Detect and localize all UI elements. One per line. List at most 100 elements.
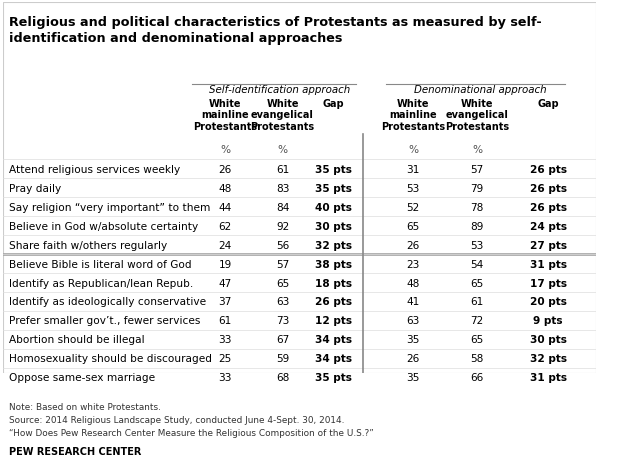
Text: 38 pts: 38 pts [315, 259, 352, 269]
Text: 65: 65 [276, 278, 289, 288]
Text: 54: 54 [470, 259, 484, 269]
Text: 30 pts: 30 pts [315, 221, 352, 231]
Text: 73: 73 [276, 316, 289, 326]
Text: Source: 2014 Religious Landscape Study, conducted June 4-Sept. 30, 2014.: Source: 2014 Religious Landscape Study, … [9, 415, 344, 424]
Text: 26 pts: 26 pts [529, 183, 566, 193]
Text: 26 pts: 26 pts [315, 297, 352, 307]
Text: 24 pts: 24 pts [529, 221, 566, 231]
Text: 65: 65 [470, 278, 484, 288]
Text: 67: 67 [276, 335, 289, 344]
Text: Gap: Gap [323, 98, 344, 108]
Text: 65: 65 [470, 335, 484, 344]
Text: 26 pts: 26 pts [529, 202, 566, 212]
Text: 89: 89 [470, 221, 484, 231]
Text: 56: 56 [276, 240, 289, 250]
Text: Denominational approach: Denominational approach [414, 85, 547, 95]
Text: 12 pts: 12 pts [315, 316, 352, 326]
Text: 66: 66 [470, 373, 484, 383]
Text: 34 pts: 34 pts [315, 335, 352, 344]
Text: %: % [220, 144, 230, 154]
Text: 34 pts: 34 pts [315, 354, 352, 364]
Text: 32 pts: 32 pts [315, 240, 352, 250]
Text: 27 pts: 27 pts [529, 240, 566, 250]
Text: 17 pts: 17 pts [529, 278, 566, 288]
Text: 68: 68 [276, 373, 289, 383]
Text: 52: 52 [406, 202, 420, 212]
Text: Homosexuality should be discouraged: Homosexuality should be discouraged [9, 354, 212, 364]
Text: 92: 92 [276, 221, 289, 231]
Text: 48: 48 [218, 183, 232, 193]
Text: Say religion “very important” to them: Say religion “very important” to them [9, 202, 210, 212]
Text: Believe Bible is literal word of God: Believe Bible is literal word of God [9, 259, 191, 269]
Text: 35: 35 [406, 335, 420, 344]
Text: 35 pts: 35 pts [315, 164, 352, 174]
Text: PEW RESEARCH CENTER: PEW RESEARCH CENTER [9, 446, 141, 455]
Text: 26: 26 [406, 354, 420, 364]
Text: 31 pts: 31 pts [529, 373, 566, 383]
Text: %: % [278, 144, 287, 154]
Text: 57: 57 [470, 164, 484, 174]
Text: 58: 58 [470, 354, 484, 364]
Text: 61: 61 [470, 297, 484, 307]
Text: Pray daily: Pray daily [9, 183, 61, 193]
Text: 48: 48 [406, 278, 420, 288]
Text: 35: 35 [406, 373, 420, 383]
Text: 26: 26 [218, 164, 232, 174]
Text: 62: 62 [218, 221, 232, 231]
Text: 31: 31 [406, 164, 420, 174]
Text: 30 pts: 30 pts [530, 335, 566, 344]
Text: 63: 63 [406, 316, 420, 326]
Text: 37: 37 [218, 297, 232, 307]
Text: 84: 84 [276, 202, 289, 212]
Text: 78: 78 [470, 202, 484, 212]
Text: 23: 23 [406, 259, 420, 269]
Text: White
mainline
Protestants: White mainline Protestants [381, 98, 445, 131]
Text: 41: 41 [406, 297, 420, 307]
Text: 53: 53 [470, 240, 484, 250]
Text: 61: 61 [218, 316, 232, 326]
Text: White
mainline
Protestants: White mainline Protestants [193, 98, 257, 131]
Text: 9 pts: 9 pts [533, 316, 563, 326]
Text: Share faith w/others regularly: Share faith w/others regularly [9, 240, 167, 250]
Text: 32 pts: 32 pts [529, 354, 566, 364]
Text: Self-identification approach: Self-identification approach [209, 85, 350, 95]
Text: %: % [472, 144, 482, 154]
Text: White
evangelical
Protestants: White evangelical Protestants [445, 98, 509, 131]
Text: Prefer smaller gov’t., fewer services: Prefer smaller gov’t., fewer services [9, 316, 200, 326]
Text: 31 pts: 31 pts [529, 259, 566, 269]
Text: White
evangelical
Protestants: White evangelical Protestants [250, 98, 315, 131]
Text: 47: 47 [218, 278, 232, 288]
Text: 59: 59 [276, 354, 289, 364]
Text: Oppose same-sex marriage: Oppose same-sex marriage [9, 373, 155, 383]
Text: 18 pts: 18 pts [315, 278, 352, 288]
Text: 19: 19 [218, 259, 232, 269]
Text: 63: 63 [276, 297, 289, 307]
Text: Identify as Republican/lean Repub.: Identify as Republican/lean Repub. [9, 278, 193, 288]
Text: 20 pts: 20 pts [530, 297, 566, 307]
Text: Attend religious services weekly: Attend religious services weekly [9, 164, 180, 174]
Text: 35 pts: 35 pts [315, 183, 352, 193]
Text: 61: 61 [276, 164, 289, 174]
Text: %: % [408, 144, 418, 154]
Text: 24: 24 [218, 240, 232, 250]
Text: 26: 26 [406, 240, 420, 250]
Text: 57: 57 [276, 259, 289, 269]
Text: Identify as ideologically conservative: Identify as ideologically conservative [9, 297, 206, 307]
Text: Note: Based on white Protestants.: Note: Based on white Protestants. [9, 402, 161, 411]
Text: 25: 25 [218, 354, 232, 364]
Text: 26 pts: 26 pts [529, 164, 566, 174]
Text: 35 pts: 35 pts [315, 373, 352, 383]
Text: 65: 65 [406, 221, 420, 231]
Text: 40 pts: 40 pts [315, 202, 352, 212]
Text: 79: 79 [470, 183, 484, 193]
Text: 44: 44 [218, 202, 232, 212]
Text: 33: 33 [218, 335, 232, 344]
Text: Gap: Gap [538, 98, 559, 108]
Text: 33: 33 [218, 373, 232, 383]
Text: 53: 53 [406, 183, 420, 193]
Text: Religious and political characteristics of Protestants as measured by self-
iden: Religious and political characteristics … [9, 16, 541, 45]
Text: Abortion should be illegal: Abortion should be illegal [9, 335, 145, 344]
Text: Believe in God w/absolute certainty: Believe in God w/absolute certainty [9, 221, 198, 231]
Text: 83: 83 [276, 183, 289, 193]
Text: 72: 72 [470, 316, 484, 326]
